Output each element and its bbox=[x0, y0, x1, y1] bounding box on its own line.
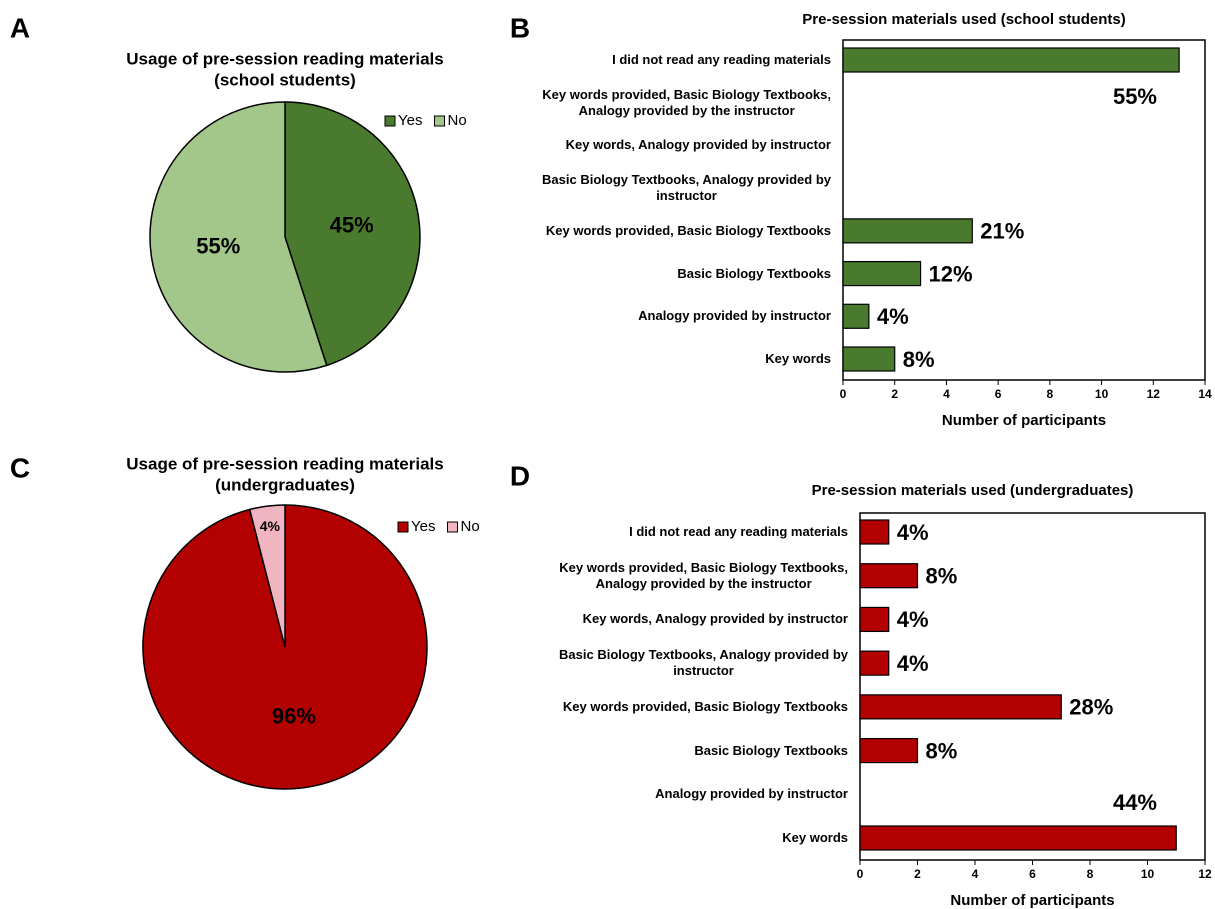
x-tick-label: 12 bbox=[1147, 387, 1161, 401]
data-label: 28% bbox=[1069, 695, 1113, 720]
bar bbox=[842, 218, 973, 244]
pie-slice bbox=[149, 101, 328, 373]
data-label: 96% bbox=[272, 703, 316, 728]
y-tick-label: Key words provided, Basic Biology Textbo… bbox=[559, 559, 848, 591]
bar bbox=[842, 303, 870, 329]
panel-label: D bbox=[510, 460, 530, 491]
x-tick-label: 4 bbox=[943, 387, 950, 401]
data-label: 44% bbox=[1113, 790, 1157, 815]
chart-title: Pre-session materials used (undergraduat… bbox=[812, 482, 1134, 499]
y-tick-label: Basic Biology Textbooks, Analogy provide… bbox=[559, 647, 848, 679]
x-tick-label: 8 bbox=[1047, 387, 1054, 401]
data-label: 8% bbox=[903, 347, 935, 372]
bar bbox=[842, 346, 896, 372]
x-tick-label: 8 bbox=[1087, 867, 1094, 881]
data-label: 4% bbox=[877, 304, 909, 329]
bar bbox=[859, 737, 919, 764]
x-tick-label: 0 bbox=[840, 387, 847, 401]
y-tick-label: I did not read any reading materials bbox=[629, 524, 848, 539]
panel-label: C bbox=[10, 452, 30, 483]
bar bbox=[859, 563, 919, 589]
pie-slice bbox=[248, 504, 286, 648]
x-tick-label: 6 bbox=[995, 387, 1002, 401]
legend-swatch bbox=[384, 115, 396, 127]
data-label: 8% bbox=[926, 564, 958, 589]
chart-title: Usage of pre-session reading materials bbox=[126, 454, 443, 473]
chart-title: Pre-session materials used (school stude… bbox=[802, 11, 1125, 28]
y-tick-label: Key words provided, Basic Biology Textbo… bbox=[562, 698, 848, 714]
y-tick-label: Key words bbox=[782, 830, 848, 845]
y-tick-label: Key words provided, Basic Biology Textbo… bbox=[542, 86, 831, 118]
data-label: 4% bbox=[897, 651, 929, 676]
y-tick-label: Analogy provided by instructor bbox=[655, 786, 848, 802]
bar bbox=[859, 825, 1177, 851]
panel-label: B bbox=[510, 12, 530, 43]
y-tick-label: I did not read any reading materials bbox=[612, 52, 831, 67]
x-tick-label: 2 bbox=[891, 387, 898, 401]
bar bbox=[859, 606, 890, 633]
data-label: 45% bbox=[330, 212, 374, 237]
bar bbox=[842, 260, 922, 287]
data-label: 21% bbox=[980, 219, 1024, 244]
data-label: 8% bbox=[926, 738, 958, 763]
x-tick-label: 2 bbox=[914, 867, 921, 881]
x-tick-label: 12 bbox=[1198, 867, 1212, 881]
data-label: 12% bbox=[929, 261, 973, 286]
y-tick-label: Basic Biology Textbooks bbox=[694, 742, 848, 758]
x-tick-label: 10 bbox=[1141, 867, 1155, 881]
legend-swatch bbox=[433, 115, 445, 127]
bar bbox=[842, 47, 1180, 73]
y-tick-label: Analogy provided by instructor bbox=[638, 308, 831, 324]
pie-slice bbox=[284, 101, 421, 367]
legend-label: Yes bbox=[411, 518, 435, 535]
y-tick-label: Basic Biology Textbooks, Analogy provide… bbox=[542, 172, 831, 204]
plot-frame bbox=[842, 39, 1206, 381]
data-label: 4% bbox=[260, 518, 281, 534]
x-tick-label: 14 bbox=[1198, 387, 1212, 401]
data-label: 4% bbox=[897, 520, 929, 545]
x-tick-label: 10 bbox=[1095, 387, 1109, 401]
data-label: 4% bbox=[897, 607, 929, 632]
panel-label: A bbox=[10, 12, 30, 43]
x-axis-label: Number of participants bbox=[942, 412, 1106, 429]
legend-label: No bbox=[460, 518, 479, 535]
legend-swatch bbox=[397, 521, 409, 533]
chart-title: (undergraduates) bbox=[215, 475, 355, 494]
data-label: 55% bbox=[1113, 84, 1157, 109]
y-tick-label: Key words bbox=[765, 351, 831, 366]
y-tick-label: Basic Biology Textbooks bbox=[677, 265, 831, 281]
bar bbox=[859, 694, 1062, 720]
legend-label: No bbox=[447, 112, 466, 129]
chart-title: Usage of pre-session reading materials bbox=[126, 49, 443, 68]
x-tick-label: 4 bbox=[972, 867, 979, 881]
bar bbox=[859, 519, 890, 545]
chart-title: (school students) bbox=[214, 70, 356, 89]
x-tick-label: 6 bbox=[1029, 867, 1036, 881]
y-tick-label: Key words, Analogy provided by instructo… bbox=[582, 611, 848, 627]
data-label: 55% bbox=[196, 233, 240, 258]
x-tick-label: 0 bbox=[857, 867, 864, 881]
legend-label: Yes bbox=[398, 112, 422, 129]
y-tick-label: Key words, Analogy provided by instructo… bbox=[565, 137, 831, 153]
bar bbox=[859, 650, 890, 676]
legend-swatch bbox=[446, 521, 458, 533]
y-tick-label: Key words provided, Basic Biology Textbo… bbox=[545, 222, 831, 238]
x-axis-label: Number of participants bbox=[950, 892, 1114, 909]
